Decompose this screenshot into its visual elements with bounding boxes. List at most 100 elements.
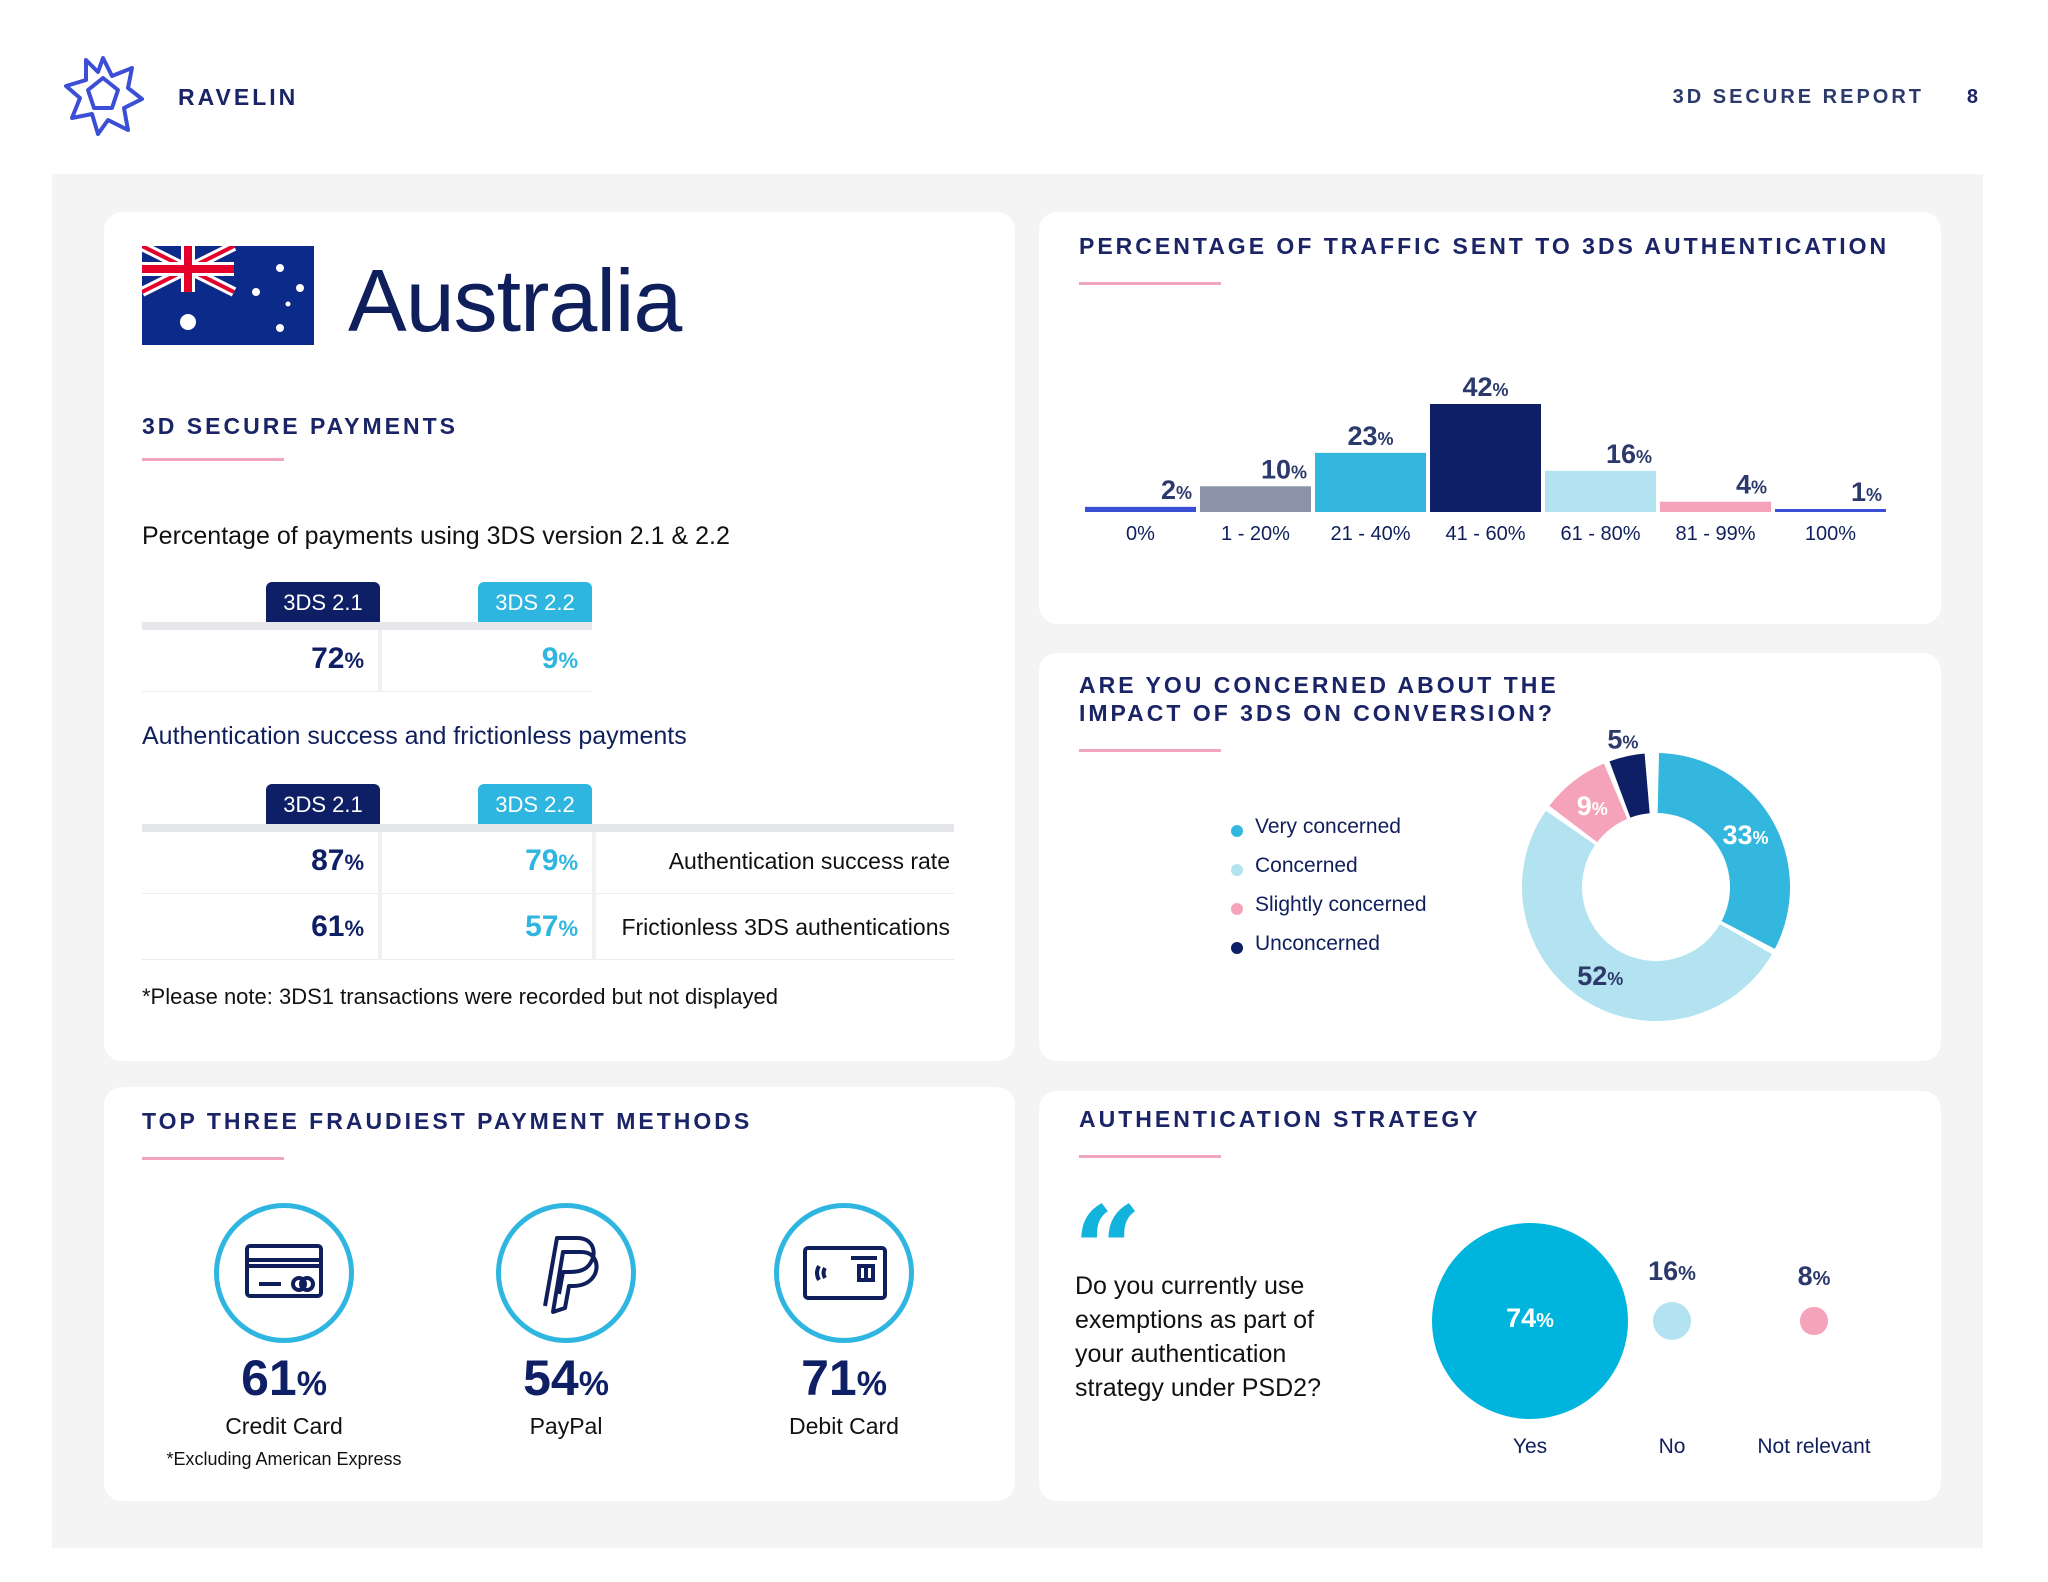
traffic-tick-label: 21 - 40% — [1330, 523, 1410, 545]
auth-strategy-title: AUTHENTICATION STRATEGY — [1079, 1106, 1481, 1132]
fraud-methods-panel: TOP THREE FRAUDIEST PAYMENT METHODS 61% … — [104, 1087, 1015, 1501]
auth-bubble-value: 74% — [1506, 1303, 1554, 1333]
traffic-tick-label: 1 - 20% — [1221, 523, 1290, 545]
auth-bubble — [1652, 1301, 1692, 1341]
usage-title: Percentage of payments using 3DS version… — [142, 522, 730, 550]
traffic-bar-value: 4% — [1736, 470, 1767, 500]
traffic-bar — [1545, 470, 1656, 512]
legend-dot — [1231, 903, 1243, 915]
secure-payments-title: 3D SECURE PAYMENTS — [142, 413, 459, 439]
auth-success-label: Authentication success rate — [668, 848, 950, 874]
column-divider — [378, 832, 382, 960]
concern-chart-title: ARE YOU CONCERNED ABOUT THE IMPACT OF 3D… — [1079, 672, 1559, 726]
legend-label: Unconcerned — [1255, 932, 1380, 955]
traffic-tick-label: 100% — [1805, 523, 1856, 545]
donut-value-label: 33% — [1722, 820, 1768, 850]
table-header-bar — [142, 622, 592, 630]
footnote: *Please note: 3DS1 transactions were rec… — [142, 984, 778, 1009]
frictionless-v21-value: 61% — [311, 910, 364, 943]
legend-dot — [1231, 825, 1243, 837]
traffic-bar-value: 10% — [1261, 454, 1307, 484]
table-row — [142, 832, 954, 894]
traffic-bar-value: 16% — [1606, 439, 1652, 469]
legend-label: Very concerned — [1255, 815, 1401, 838]
traffic-bar — [1430, 404, 1541, 512]
traffic-chart-title: PERCENTAGE OF TRAFFIC SENT TO 3DS AUTHEN… — [1079, 233, 1890, 259]
title-underline — [1079, 749, 1221, 752]
traffic-bar — [1775, 509, 1886, 512]
frictionless-v22-value: 57% — [525, 910, 578, 943]
auth-bubble-value: 8% — [1797, 1261, 1831, 1292]
title-underline — [1079, 282, 1221, 285]
donut-slice — [1609, 753, 1650, 818]
donut-slice — [1657, 753, 1790, 949]
donut-value-label: 9% — [1577, 791, 1608, 821]
traffic-tick-label: 41 - 60% — [1445, 523, 1525, 545]
legend-label: Slightly concerned — [1255, 893, 1427, 916]
report-title: 3D SECURE REPORT — [1672, 86, 1924, 108]
traffic-bar — [1315, 452, 1426, 512]
auth-success-v22-value: 79% — [525, 844, 578, 877]
auth-question: Do you currently use exemptions as part … — [1075, 1272, 1321, 1402]
traffic-bar — [1200, 486, 1311, 512]
legend-label: Concerned — [1255, 854, 1358, 877]
legend-dot — [1231, 942, 1243, 954]
traffic-tick-label: 61 - 80% — [1560, 523, 1640, 545]
title-underline — [1079, 1155, 1221, 1158]
traffic-bar-value: 2% — [1161, 475, 1192, 505]
debit-card-value: 71% — [801, 1350, 887, 1406]
auth-category-label: Not relevant — [1757, 1435, 1871, 1458]
auth-title: Authentication success and frictionless … — [142, 722, 687, 750]
traffic-bar — [1660, 501, 1771, 512]
donut-value-label: 5% — [1607, 725, 1638, 755]
donut-slice — [1521, 810, 1772, 1022]
auth-category-label: Yes — [1512, 1435, 1548, 1458]
donut-value-label: 52% — [1577, 961, 1623, 991]
table-cell — [382, 630, 592, 692]
usage-v22-value: 9% — [541, 642, 578, 675]
credit-card-icon — [214, 1203, 354, 1343]
debit-card-icon — [774, 1203, 914, 1343]
auth-bubble — [1800, 1307, 1828, 1335]
traffic-bar-value: 42% — [1462, 372, 1508, 402]
version-22-pill: 3DS 2.2 — [478, 582, 592, 624]
traffic-tick-label: 81 - 99% — [1675, 523, 1755, 545]
auth-bubble — [1432, 1223, 1628, 1419]
auth-bubble-value: 16% — [1648, 1255, 1696, 1286]
traffic-bar-chart: 2% 0% 10% 1 - 20% 23% 21 - 40% 42% 41 - 60% 16% 6… — [1085, 372, 1886, 545]
title-underline — [142, 458, 284, 461]
quote-icon: “ — [1073, 1180, 1143, 1321]
paypal-icon — [496, 1203, 636, 1343]
debit-card-label: Debit Card — [789, 1413, 899, 1439]
column-divider — [378, 630, 382, 692]
australian-flag-icon — [142, 246, 314, 345]
auth-success-v21-value: 87% — [311, 844, 364, 877]
ravelin-logo-icon — [64, 56, 144, 136]
fraud-methods-title: TOP THREE FRAUDIEST PAYMENT METHODS — [142, 1108, 753, 1134]
legend-dot — [1231, 864, 1243, 876]
traffic-chart-panel: PERCENTAGE OF TRAFFIC SENT TO 3DS AUTHEN… — [1039, 212, 1941, 624]
version-21-pill: 3DS 2.1 — [266, 582, 380, 624]
concern-donut-chart: 33% 52% 9% 5% — [1521, 725, 1790, 1022]
traffic-bar — [1085, 506, 1196, 512]
usage-v21-value: 72% — [311, 642, 364, 675]
version-22-pill: 3DS 2.2 — [478, 784, 592, 826]
frictionless-label: Frictionless 3DS authentications — [621, 914, 950, 940]
page-number: 8 — [1966, 86, 1978, 108]
title-underline — [142, 1157, 284, 1160]
paypal-value: 54% — [523, 1350, 609, 1406]
traffic-bar-value: 1% — [1851, 477, 1882, 507]
credit-card-label: Credit Card — [225, 1413, 343, 1439]
auth-strategy-panel: AUTHENTICATION STRATEGY “ Do you current… — [1039, 1091, 1941, 1501]
donut-slice — [1549, 763, 1628, 843]
version-21-pill: 3DS 2.1 — [266, 784, 380, 826]
traffic-bar-value: 23% — [1347, 421, 1393, 451]
concern-chart-panel: ARE YOU CONCERNED ABOUT THE IMPACT OF 3D… — [1039, 653, 1941, 1061]
column-divider — [592, 832, 596, 960]
country-title: Australia — [348, 251, 682, 350]
table-cell — [142, 630, 378, 692]
australia-panel: Australia 3D SECURE PAYMENTS Percentage … — [104, 212, 1015, 1061]
table-header-bar — [142, 824, 954, 832]
table-row — [142, 898, 954, 960]
credit-card-note: *Excluding American Express — [166, 1449, 402, 1469]
